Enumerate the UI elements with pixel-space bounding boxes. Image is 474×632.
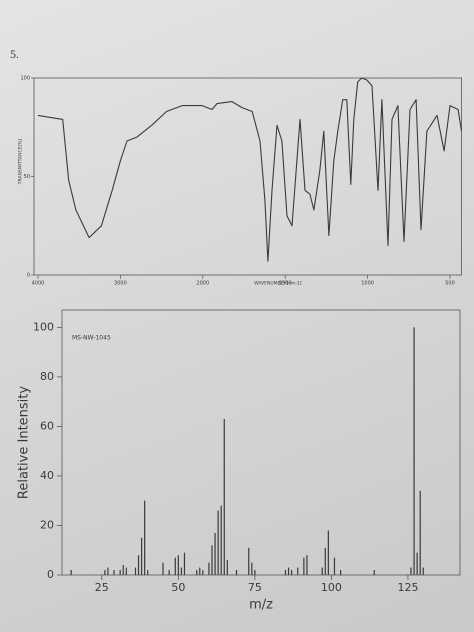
peak (422, 567, 424, 575)
peak (104, 570, 106, 575)
x-tick-label: 50 (171, 581, 185, 594)
peak (137, 555, 140, 575)
peak (217, 510, 219, 575)
y-tick-label: 40 (40, 469, 54, 482)
x-tick-label: 125 (397, 581, 418, 594)
peak (211, 545, 213, 575)
peak (324, 547, 326, 575)
peak (303, 557, 305, 575)
peak (291, 570, 293, 575)
y-tick-label: 0 (27, 273, 30, 279)
peak (321, 567, 323, 575)
peak (413, 327, 415, 575)
peak (141, 537, 143, 575)
x-axis-label: WAVENUMBER[cm-1] (254, 281, 302, 287)
plot-frame (61, 309, 461, 576)
x-tick-label: 25 (95, 581, 109, 594)
peak (254, 570, 256, 575)
y-axis-label: TRANSMITTANCE[%] (18, 139, 24, 186)
peak (416, 552, 418, 575)
x-axis-label: m/z (249, 598, 273, 613)
peak (220, 505, 222, 575)
peak (70, 570, 72, 575)
peak (196, 570, 198, 575)
peak (287, 567, 290, 575)
peak (113, 570, 115, 575)
peak (177, 555, 179, 575)
annotation: MS-NW-1045 (72, 335, 111, 342)
y-tick-label: 50 (24, 174, 30, 180)
peak (168, 570, 170, 575)
y-tick-label: 0 (47, 568, 54, 581)
peak (284, 570, 287, 575)
x-tick-label: 75 (248, 581, 262, 594)
peak (208, 562, 210, 575)
peak (223, 418, 225, 575)
peak (297, 567, 299, 575)
peak (162, 562, 164, 575)
peak (125, 567, 127, 575)
y-tick-label: 80 (40, 370, 54, 383)
y-tick-label: 100 (33, 320, 54, 333)
y-tick-label: 100 (20, 76, 30, 82)
spectrum-line (37, 77, 463, 262)
peak (183, 552, 186, 575)
peak (235, 570, 238, 575)
peak (373, 570, 375, 575)
x-tick-label: 100 (321, 581, 342, 594)
y-tick-label: 20 (40, 518, 54, 531)
peak (180, 567, 182, 575)
x-tick-label: 1500 (279, 281, 292, 287)
x-tick-label: 2000 (196, 281, 209, 287)
x-tick-label: 500 (445, 281, 455, 287)
peak (327, 530, 329, 575)
peak (340, 570, 342, 575)
peak (333, 557, 336, 575)
peak (119, 570, 121, 575)
peak (107, 567, 109, 575)
peak (214, 532, 216, 575)
x-tick-label: 4000 (32, 281, 45, 287)
peak (134, 567, 137, 575)
peak (306, 555, 308, 575)
peak (202, 570, 204, 575)
peak (419, 490, 421, 575)
x-tick-label: 3000 (114, 281, 127, 287)
x-tick-label: 1000 (361, 281, 374, 287)
peak (147, 570, 149, 575)
y-axis-label: Relative Intensity (17, 386, 32, 499)
peak (226, 560, 228, 575)
peak (199, 567, 201, 575)
peak (174, 557, 176, 575)
peak (144, 500, 146, 575)
peak (248, 547, 250, 575)
y-tick-label: 60 (40, 419, 54, 432)
peak (251, 562, 253, 575)
problem-number: 5. (10, 47, 19, 61)
peak (410, 567, 412, 575)
peak (122, 565, 124, 575)
